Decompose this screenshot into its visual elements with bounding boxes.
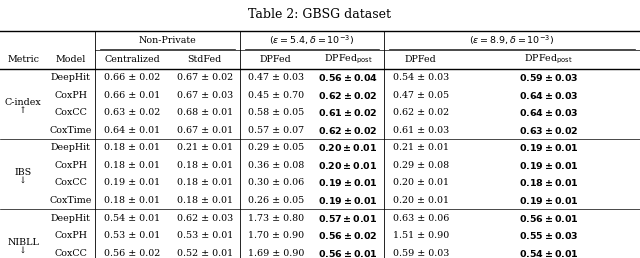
Text: $\mathbf{0.19 \pm 0.01}$: $\mathbf{0.19 \pm 0.01}$ (318, 178, 378, 188)
Text: 0.63 ± 0.06: 0.63 ± 0.06 (392, 214, 449, 222)
Text: ↓: ↓ (19, 176, 28, 185)
Text: IBS: IBS (15, 168, 32, 177)
Text: Table 2: GBSG dataset: Table 2: GBSG dataset (248, 8, 392, 21)
Text: 1.70 ± 0.90: 1.70 ± 0.90 (248, 231, 304, 240)
Text: 0.62 ± 0.02: 0.62 ± 0.02 (393, 108, 449, 117)
Text: $\mathbf{0.19 \pm 0.01}$: $\mathbf{0.19 \pm 0.01}$ (519, 142, 579, 153)
Text: 0.62 ± 0.03: 0.62 ± 0.03 (177, 214, 233, 222)
Text: 0.29 ± 0.08: 0.29 ± 0.08 (393, 161, 449, 170)
Text: CoxTime: CoxTime (49, 196, 92, 205)
Text: DPFed: DPFed (405, 55, 436, 64)
Text: $\mathbf{0.64 \pm 0.03}$: $\mathbf{0.64 \pm 0.03}$ (519, 90, 579, 101)
Text: CoxTime: CoxTime (49, 126, 92, 135)
Text: 0.21 ± 0.01: 0.21 ± 0.01 (393, 143, 449, 152)
Text: Metric: Metric (8, 55, 40, 64)
Text: 0.59 ± 0.03: 0.59 ± 0.03 (392, 249, 449, 257)
Text: $\mathbf{0.56 \pm 0.02}$: $\mathbf{0.56 \pm 0.02}$ (318, 230, 378, 241)
Text: 1.69 ± 0.90: 1.69 ± 0.90 (248, 249, 304, 257)
Text: 0.53 ± 0.01: 0.53 ± 0.01 (104, 231, 160, 240)
Text: 0.58 ± 0.05: 0.58 ± 0.05 (248, 108, 304, 117)
Text: $\mathbf{0.19 \pm 0.01}$: $\mathbf{0.19 \pm 0.01}$ (318, 195, 378, 206)
Text: 1.51 ± 0.90: 1.51 ± 0.90 (393, 231, 449, 240)
Text: $\mathbf{0.63 \pm 0.02}$: $\mathbf{0.63 \pm 0.02}$ (519, 125, 579, 136)
Text: 0.52 ± 0.01: 0.52 ± 0.01 (177, 249, 233, 257)
Text: 0.18 ± 0.01: 0.18 ± 0.01 (104, 196, 160, 205)
Text: 0.21 ± 0.01: 0.21 ± 0.01 (177, 143, 233, 152)
Text: 0.20 ± 0.01: 0.20 ± 0.01 (393, 179, 449, 187)
Text: $\mathbf{0.20 \pm 0.01}$: $\mathbf{0.20 \pm 0.01}$ (318, 142, 378, 153)
Text: $\mathbf{0.59 \pm 0.03}$: $\mathbf{0.59 \pm 0.03}$ (519, 72, 579, 83)
Text: $(\epsilon = 8.9, \delta = 10^{-3})$: $(\epsilon = 8.9, \delta = 10^{-3})$ (470, 34, 554, 47)
Text: 0.67 ± 0.02: 0.67 ± 0.02 (177, 73, 233, 82)
Text: $\mathbf{0.57 \pm 0.01}$: $\mathbf{0.57 \pm 0.01}$ (318, 213, 378, 223)
Text: 0.18 ± 0.01: 0.18 ± 0.01 (177, 179, 233, 187)
Text: 0.18 ± 0.01: 0.18 ± 0.01 (177, 196, 233, 205)
Text: Model: Model (56, 55, 86, 64)
Text: CoxPH: CoxPH (54, 231, 87, 240)
Text: DeepHit: DeepHit (51, 214, 91, 222)
Text: 0.54 ± 0.01: 0.54 ± 0.01 (104, 214, 160, 222)
Text: $\mathbf{0.19 \pm 0.01}$: $\mathbf{0.19 \pm 0.01}$ (519, 160, 579, 171)
Text: $\mathbf{0.55 \pm 0.03}$: $\mathbf{0.55 \pm 0.03}$ (519, 230, 579, 241)
Text: C-index: C-index (5, 98, 42, 107)
Text: CoxPH: CoxPH (54, 91, 87, 100)
Text: $\mathbf{0.54 \pm 0.01}$: $\mathbf{0.54 \pm 0.01}$ (519, 248, 579, 258)
Text: $\mathbf{0.19 \pm 0.01}$: $\mathbf{0.19 \pm 0.01}$ (519, 195, 579, 206)
Text: $\mathbf{0.20 \pm 0.01}$: $\mathbf{0.20 \pm 0.01}$ (318, 160, 378, 171)
Text: 1.73 ± 0.80: 1.73 ± 0.80 (248, 214, 304, 222)
Text: 0.67 ± 0.03: 0.67 ± 0.03 (177, 91, 233, 100)
Text: $\mathbf{0.18 \pm 0.01}$: $\mathbf{0.18 \pm 0.01}$ (519, 178, 579, 188)
Text: 0.45 ± 0.70: 0.45 ± 0.70 (248, 91, 304, 100)
Text: DPFed$_{\mathrm{post}}$: DPFed$_{\mathrm{post}}$ (525, 53, 573, 66)
Text: 0.19 ± 0.01: 0.19 ± 0.01 (104, 179, 160, 187)
Text: CoxPH: CoxPH (54, 161, 87, 170)
Text: 0.29 ± 0.05: 0.29 ± 0.05 (248, 143, 304, 152)
Text: $\mathbf{0.62 \pm 0.02}$: $\mathbf{0.62 \pm 0.02}$ (318, 90, 378, 101)
Text: 0.67 ± 0.01: 0.67 ± 0.01 (177, 126, 233, 135)
Text: CoxCC: CoxCC (54, 108, 87, 117)
Text: 0.36 ± 0.08: 0.36 ± 0.08 (248, 161, 304, 170)
Text: CoxCC: CoxCC (54, 179, 87, 187)
Text: NIBLL: NIBLL (8, 238, 39, 247)
Text: Centralized: Centralized (104, 55, 160, 64)
Text: $\mathbf{0.62 \pm 0.02}$: $\mathbf{0.62 \pm 0.02}$ (318, 125, 378, 136)
Text: $\mathbf{0.64 \pm 0.03}$: $\mathbf{0.64 \pm 0.03}$ (519, 107, 579, 118)
Text: $\mathbf{0.61 \pm 0.02}$: $\mathbf{0.61 \pm 0.02}$ (318, 107, 378, 118)
Text: 0.56 ± 0.02: 0.56 ± 0.02 (104, 249, 160, 257)
Text: 0.66 ± 0.02: 0.66 ± 0.02 (104, 73, 160, 82)
Text: 0.57 ± 0.07: 0.57 ± 0.07 (248, 126, 304, 135)
Text: 0.18 ± 0.01: 0.18 ± 0.01 (177, 161, 233, 170)
Text: DPFed$_{\mathrm{post}}$: DPFed$_{\mathrm{post}}$ (324, 53, 372, 66)
Text: 0.26 ± 0.05: 0.26 ± 0.05 (248, 196, 304, 205)
Text: CoxCC: CoxCC (54, 249, 87, 257)
Text: $(\epsilon = 5.4, \delta = 10^{-3})$: $(\epsilon = 5.4, \delta = 10^{-3})$ (269, 34, 355, 47)
Text: ↑: ↑ (19, 106, 28, 115)
Text: 0.54 ± 0.03: 0.54 ± 0.03 (393, 73, 449, 82)
Text: 0.66 ± 0.01: 0.66 ± 0.01 (104, 91, 160, 100)
Text: $\mathbf{0.56 \pm 0.04}$: $\mathbf{0.56 \pm 0.04}$ (318, 72, 378, 83)
Text: 0.53 ± 0.01: 0.53 ± 0.01 (177, 231, 233, 240)
Text: Non-Private: Non-Private (138, 36, 196, 45)
Text: 0.47 ± 0.05: 0.47 ± 0.05 (393, 91, 449, 100)
Text: $\mathbf{0.56 \pm 0.01}$: $\mathbf{0.56 \pm 0.01}$ (519, 213, 579, 223)
Text: DeepHit: DeepHit (51, 73, 91, 82)
Text: $\mathbf{0.56 \pm 0.01}$: $\mathbf{0.56 \pm 0.01}$ (318, 248, 378, 258)
Text: StdFed: StdFed (188, 55, 222, 64)
Text: 0.61 ± 0.03: 0.61 ± 0.03 (393, 126, 449, 135)
Text: 0.30 ± 0.06: 0.30 ± 0.06 (248, 179, 304, 187)
Text: 0.18 ± 0.01: 0.18 ± 0.01 (104, 143, 160, 152)
Text: 0.64 ± 0.01: 0.64 ± 0.01 (104, 126, 160, 135)
Text: 0.63 ± 0.02: 0.63 ± 0.02 (104, 108, 160, 117)
Text: 0.68 ± 0.01: 0.68 ± 0.01 (177, 108, 233, 117)
Text: 0.20 ± 0.01: 0.20 ± 0.01 (393, 196, 449, 205)
Text: ↓: ↓ (19, 246, 28, 255)
Text: 0.47 ± 0.03: 0.47 ± 0.03 (248, 73, 304, 82)
Text: 0.18 ± 0.01: 0.18 ± 0.01 (104, 161, 160, 170)
Text: DPFed: DPFed (260, 55, 292, 64)
Text: DeepHit: DeepHit (51, 143, 91, 152)
